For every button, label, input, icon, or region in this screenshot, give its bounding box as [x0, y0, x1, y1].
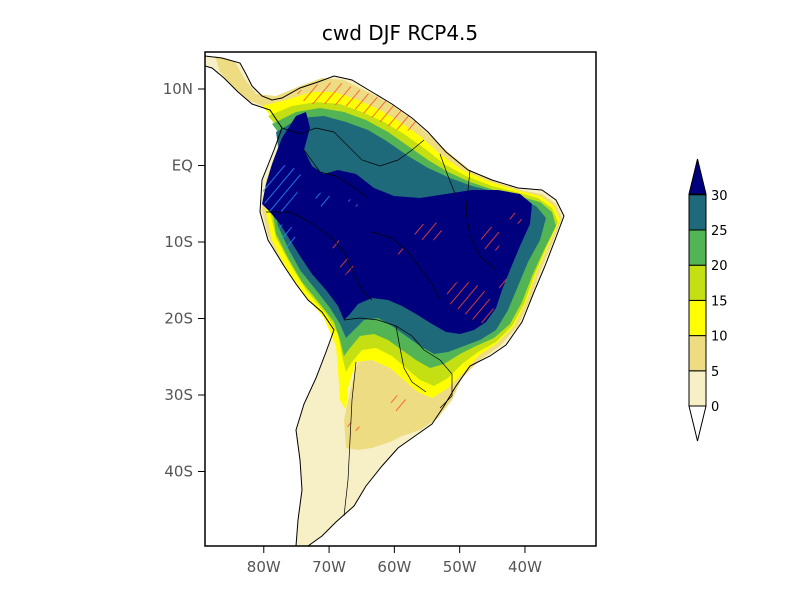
colorbar-bin	[688, 299, 707, 337]
colorbar-over-triangle	[688, 158, 707, 195]
lon-tick-label: 80W	[247, 558, 281, 576]
lon-tick-label: 60W	[377, 558, 411, 576]
map-area	[205, 52, 596, 546]
colorbar-bin	[688, 264, 707, 301]
colorbar-level-label: 30	[711, 189, 728, 204]
lat-tick-label: 10S	[164, 233, 193, 251]
colorbar-bin	[688, 229, 707, 266]
lat-tick-label: EQ	[172, 157, 193, 175]
lat-tick-label: 40S	[164, 463, 193, 481]
lat-tick-label: 20S	[164, 310, 193, 328]
country-borders	[266, 127, 497, 517]
colorbar-bin	[688, 370, 707, 407]
hatch-significant-decrease	[262, 164, 358, 258]
lat-tick-label: 10N	[163, 80, 193, 98]
colorbar-level-label: 10	[711, 330, 728, 345]
colorbar-bin	[688, 194, 707, 231]
colorbar-level-label: 15	[711, 294, 728, 309]
coastline	[205, 55, 565, 546]
colorbar-bin	[688, 335, 707, 372]
colorbar-level-label: 0	[711, 400, 719, 415]
colorbar-legend: 0 5 10 15 20 25 30	[688, 158, 728, 442]
colorbar-under-triangle	[688, 405, 707, 442]
colorbar-level-label: 20	[711, 259, 728, 274]
hatch-significant-increase	[296, 82, 522, 432]
colorbar-level-label: 5	[711, 365, 719, 380]
latitude-axis: 10N EQ 10S 20S 30S 40S	[163, 80, 205, 481]
lon-tick-label: 40W	[508, 558, 542, 576]
lon-tick-label: 50W	[443, 558, 477, 576]
map-frame	[204, 51, 597, 547]
colorbar-level-label: 25	[711, 224, 728, 239]
contour-above-30	[262, 112, 532, 334]
lon-tick-label: 70W	[312, 558, 346, 576]
map-title: cwd DJF RCP4.5	[322, 21, 478, 45]
lat-tick-label: 30S	[164, 386, 193, 404]
longitude-axis: 80W 70W 60W 50W 40W	[247, 546, 542, 576]
